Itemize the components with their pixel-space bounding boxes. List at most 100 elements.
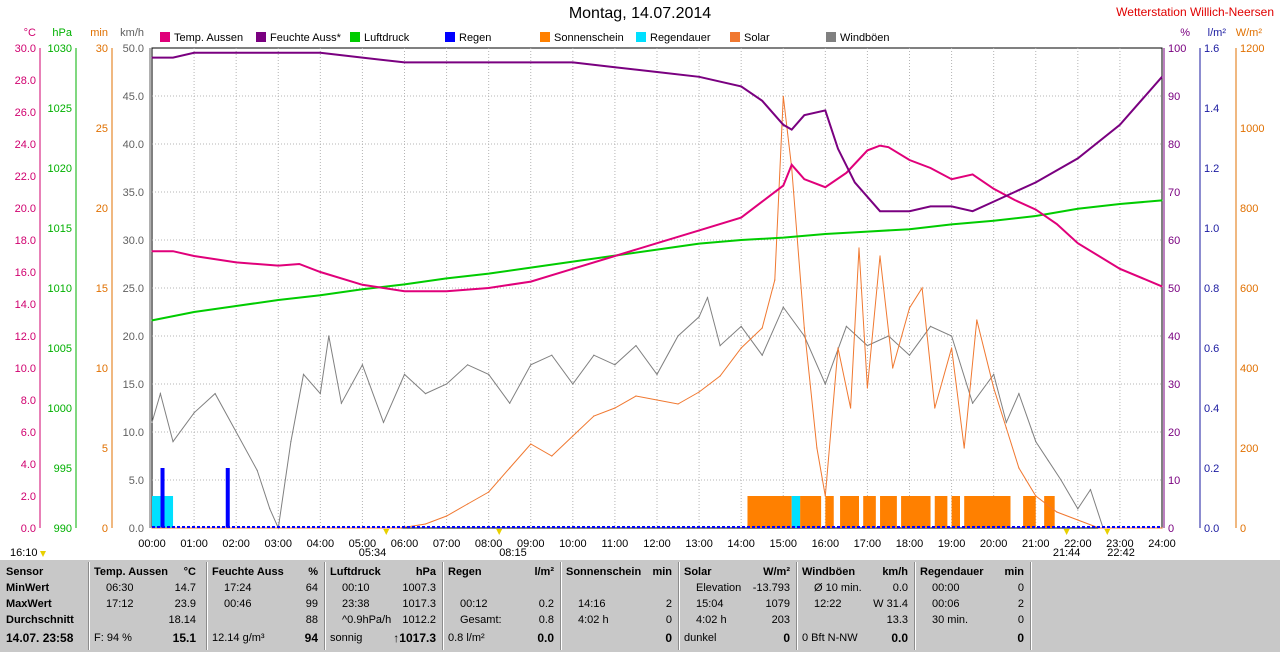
- legend-swatch: [540, 32, 550, 42]
- x-tick-label: 10:00: [559, 538, 587, 550]
- wind-gust-line-point: [740, 325, 742, 327]
- temperature-line-point: [614, 255, 616, 257]
- sunshine-bar: [825, 496, 834, 528]
- solar-line-point: [635, 395, 637, 397]
- humidity-line-point: [445, 61, 448, 64]
- wind-gust-line-point: [290, 441, 292, 443]
- wind-gust-line-point: [782, 306, 784, 308]
- wind-gust-line-point: [1077, 508, 1079, 510]
- temperature-line-point: [1035, 209, 1037, 211]
- feuchte-unit: %: [308, 566, 318, 578]
- wind-gust-line-point: [235, 431, 237, 433]
- temp-column: Temp. Aussen °C 06:30 14.7 17:12 23.9 18.14 F: …: [94, 564, 196, 648]
- pressure-tick-label: 1030: [48, 43, 72, 55]
- solar-line-point: [1035, 495, 1037, 497]
- temp-axis-unit: °C: [24, 27, 36, 39]
- x-tick-label: 14:00: [727, 538, 755, 550]
- humidity-line-point: [656, 71, 658, 73]
- legend-swatch: [730, 32, 740, 42]
- wind-gust-line-point: [845, 325, 847, 327]
- regen-column: Regen l/m² 00:12 0.2 Gesamt: 0.8 0.8 l/m² 0.0: [448, 564, 554, 648]
- wind-gust-line-point: [719, 345, 721, 347]
- temp-tick-label: 14.0: [15, 299, 36, 311]
- rdauer-title: Regendauer: [920, 566, 984, 578]
- solar-line-point: [761, 327, 763, 329]
- x-tick-label: 23:00: [1106, 538, 1134, 550]
- legend-label: Regen: [459, 32, 491, 44]
- x-tick-label: 00:00: [138, 538, 166, 550]
- solar-line-point: [445, 515, 448, 517]
- minutes-tick-label: 0: [102, 523, 108, 535]
- legend-label: Regendauer: [650, 32, 711, 44]
- humidity-axis-unit: %: [1180, 27, 1190, 39]
- wind-gust-line: [151, 296, 1162, 530]
- solar-line-point: [824, 495, 826, 497]
- wind-gust-line-point: [1018, 393, 1020, 395]
- sunshine-bar: [901, 496, 931, 528]
- summary-panel: Sensor MinWert MaxWert Durchschnitt 14.07. 2…: [0, 560, 1280, 652]
- pressure-tick-label: 1015: [48, 223, 72, 235]
- humidity-line-point: [193, 52, 195, 54]
- temperature-line-point: [530, 281, 532, 283]
- legend-swatch: [636, 32, 646, 42]
- pressure-line-point: [1077, 208, 1079, 210]
- temperature-line-point: [445, 290, 448, 292]
- rdauer-row-label: 00:06: [932, 598, 960, 610]
- sonne-row-value: 2: [665, 598, 672, 610]
- solar-line-point: [993, 387, 995, 389]
- rain-axis-unit: l/m²: [1208, 27, 1227, 39]
- wind-gust-line-point: [1005, 421, 1007, 423]
- temperature-line-point: [740, 217, 742, 219]
- wind-gust-line-point: [328, 335, 330, 337]
- regen-row-label: 00:12: [460, 598, 488, 610]
- humidity-line-point: [837, 148, 839, 150]
- x-tick-label: 09:00: [517, 538, 545, 550]
- humidity-tick-label: 30: [1168, 379, 1180, 391]
- regen-row-value: 0.0: [537, 631, 554, 645]
- start-time-arrow: [40, 551, 46, 557]
- sunshine-start-marker-label: 08:15: [499, 547, 527, 559]
- panel-separator: [206, 562, 208, 650]
- temperature-line-point: [1077, 242, 1079, 244]
- wind-gust-line-point: [706, 297, 709, 299]
- regen-row-value: [448, 580, 554, 596]
- temperature-line-point: [782, 185, 784, 187]
- sunshine-bar: [800, 496, 822, 528]
- pressure-line-point: [782, 237, 784, 239]
- x-tick-label: 07:00: [433, 538, 461, 550]
- sunshine-bar: [747, 496, 792, 528]
- pressure-line-point: [403, 283, 406, 285]
- solar-row-label: dunkel: [684, 632, 717, 644]
- temp-tick-label: 28.0: [15, 75, 36, 87]
- rdauer-row-value: 0: [1017, 631, 1024, 645]
- solar-tick-label: 200: [1240, 443, 1258, 455]
- pressure-tick-label: 1005: [48, 343, 72, 355]
- solar-row-value: -13.793: [752, 582, 790, 594]
- humidity-tick-label: 80: [1168, 139, 1180, 151]
- solar-line-point: [698, 391, 700, 393]
- legend-label: Feuchte Auss*: [270, 32, 342, 44]
- start-time-label: 16:10: [10, 547, 38, 559]
- pressure-line-point: [993, 220, 995, 222]
- wind-gust-line-point: [635, 345, 637, 347]
- pressure-tick-label: 995: [54, 463, 72, 475]
- wind-gust-line-point: [1089, 489, 1092, 491]
- temperature-line-point: [488, 287, 490, 289]
- humidity-line-point: [887, 210, 890, 212]
- sonne-unit: min: [652, 566, 672, 578]
- pressure-tick-label: 1020: [48, 163, 72, 175]
- wind-gust-line-point: [551, 354, 553, 356]
- humidity-line-point: [1077, 157, 1079, 159]
- solar-tick-label: 400: [1240, 363, 1258, 375]
- wind-gust-line-point: [445, 383, 448, 385]
- wind-gust-line-point: [382, 421, 385, 423]
- kmh-tick-label: 50.0: [123, 43, 144, 55]
- temp-title: Temp. Aussen: [94, 566, 168, 578]
- temp-tick-label: 20.0: [15, 203, 36, 215]
- solar-line-point: [963, 447, 965, 449]
- temp-row-value: 14.7: [174, 582, 196, 594]
- humidity-tick-label: 70: [1168, 187, 1180, 199]
- wind-gust-line-point: [467, 364, 469, 366]
- wind-gust-line-point: [677, 335, 679, 337]
- humidity-line-point: [277, 52, 279, 54]
